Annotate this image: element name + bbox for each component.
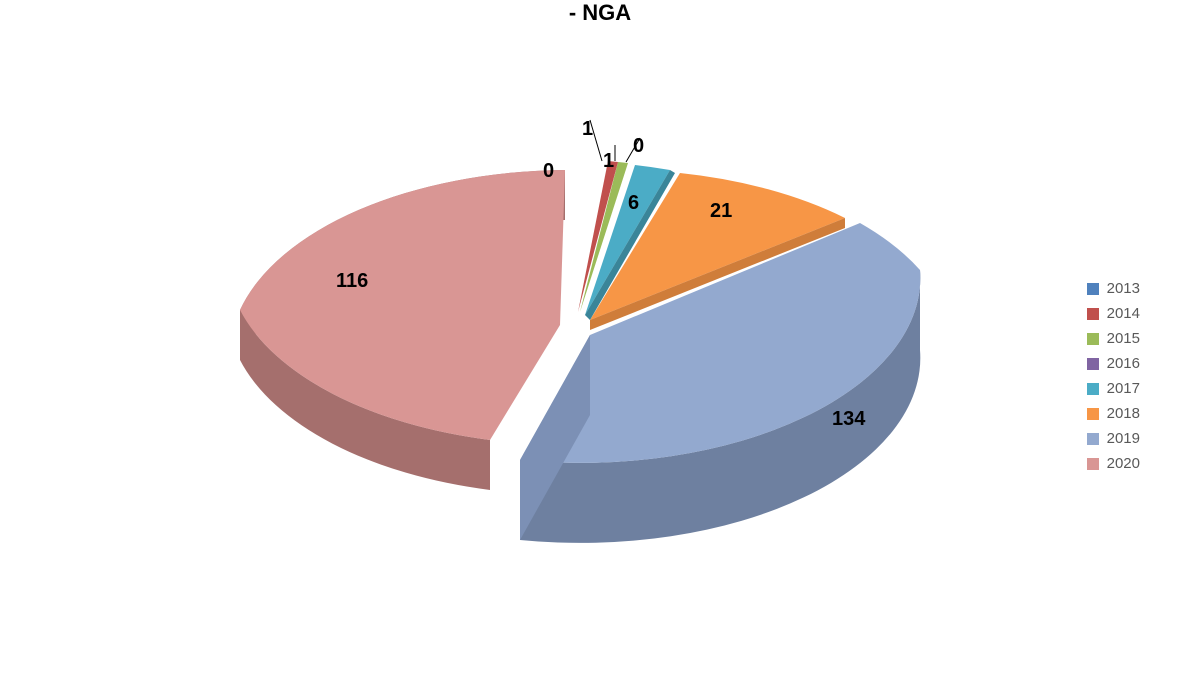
legend-label-2020: 2020: [1107, 455, 1140, 472]
label-2019: 134: [832, 408, 865, 431]
legend-swatch-2017: [1087, 383, 1099, 395]
legend-label-2013: 2013: [1107, 280, 1140, 297]
legend-item-2020: 2020: [1087, 455, 1140, 472]
legend-swatch-2018: [1087, 408, 1099, 420]
legend-item-2018: 2018: [1087, 405, 1140, 422]
label-2014: 1: [582, 118, 593, 141]
chart-title: - NGA: [569, 0, 631, 26]
chart-legend: 2013 2014 2015 2016 2017 2018 2019 2020: [1087, 280, 1140, 480]
label-2018: 21: [710, 200, 732, 223]
legend-item-2016: 2016: [1087, 355, 1140, 372]
legend-item-2017: 2017: [1087, 380, 1140, 397]
label-2020: 116: [336, 270, 368, 293]
legend-label-2014: 2014: [1107, 305, 1140, 322]
label-2015: 1: [603, 150, 614, 173]
legend-item-2013: 2013: [1087, 280, 1140, 297]
legend-swatch-2016: [1087, 358, 1099, 370]
label-2017: 6: [628, 192, 639, 215]
legend-swatch-2020: [1087, 458, 1099, 470]
legend-label-2016: 2016: [1107, 355, 1140, 372]
legend-label-2018: 2018: [1107, 405, 1140, 422]
label-2013: 0: [543, 160, 554, 183]
legend-item-2014: 2014: [1087, 305, 1140, 322]
legend-label-2017: 2017: [1107, 380, 1140, 397]
legend-item-2019: 2019: [1087, 430, 1140, 447]
legend-swatch-2014: [1087, 308, 1099, 320]
legend-label-2015: 2015: [1107, 330, 1140, 347]
legend-label-2019: 2019: [1107, 430, 1140, 447]
legend-item-2015: 2015: [1087, 330, 1140, 347]
legend-swatch-2019: [1087, 433, 1099, 445]
legend-swatch-2015: [1087, 333, 1099, 345]
legend-swatch-2013: [1087, 283, 1099, 295]
pie-chart-3d: 0 1 1 0 6 21 134 116: [220, 60, 940, 620]
label-2016: 0: [633, 135, 644, 158]
